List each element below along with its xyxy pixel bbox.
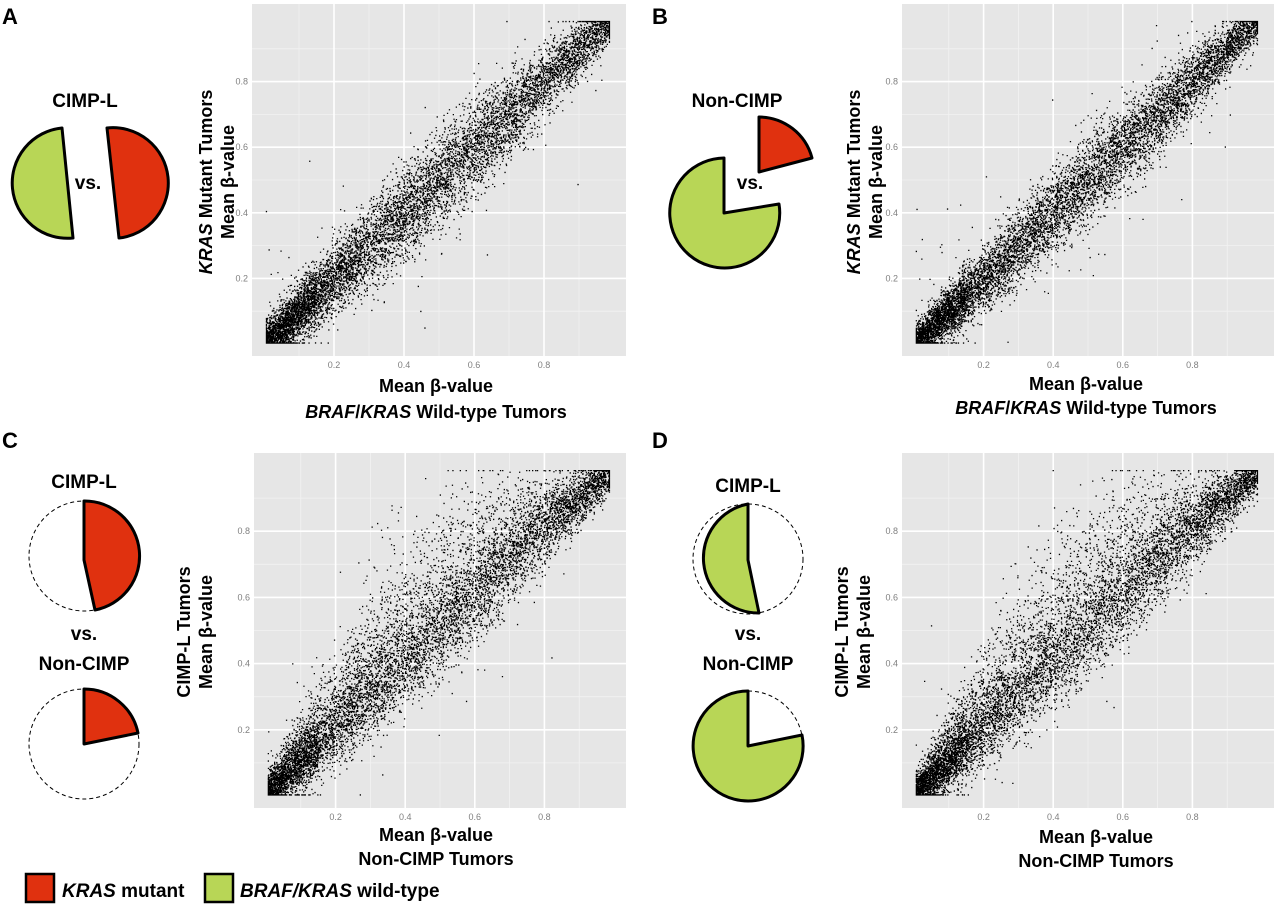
legend-swatch-kras-mutant — [24, 872, 56, 904]
y-axis-title: KRAS Mutant Tumors Mean β-value — [196, 90, 238, 275]
x-tick-label: 0.6 — [1117, 812, 1130, 822]
x-tick-label: 0.4 — [398, 360, 411, 370]
data-points — [267, 470, 611, 796]
y-tick-label: 0.2 — [885, 273, 898, 283]
y-tick-label: 0.6 — [235, 142, 248, 152]
x-axis-title: Mean β-value Non-CIMP Tumors — [358, 825, 513, 869]
y-tick-label: 0.4 — [237, 659, 250, 669]
x-tick-label: 0.6 — [468, 360, 481, 370]
svg-text:Mean β-value: Mean β-value — [218, 125, 238, 239]
scatter-plot-d: 0.2 0.4 0.6 0.8 0.2 0.4 0.6 0.8 — [885, 453, 1274, 822]
y-axis-title: CIMP-L Tumors Mean β-value — [174, 566, 216, 697]
vs-label: vs. — [71, 624, 97, 645]
pie-slice-kras-mutant — [82, 499, 142, 612]
vs-label: vs. — [737, 173, 763, 194]
pie-slice-kras-mutant — [82, 687, 140, 746]
svg-text:Mean β-value: Mean β-value — [1039, 827, 1153, 847]
y-tick-label: 0.8 — [235, 77, 248, 87]
y-axis-title: CIMP-L Tumors Mean β-value — [832, 566, 874, 697]
x-tick-label: 0.6 — [1117, 360, 1130, 370]
svg-text:CIMP-L Tumors: CIMP-L Tumors — [174, 566, 194, 697]
y-tick-label: 0.4 — [235, 208, 248, 218]
pie-title-non-cimp: Non-CIMP — [39, 654, 130, 675]
pie-outline-dashed — [28, 688, 140, 800]
svg-text:Mean β-value: Mean β-value — [379, 376, 493, 396]
svg-text:Non-CIMP Tumors: Non-CIMP Tumors — [358, 849, 513, 869]
vs-label: vs. — [75, 173, 101, 194]
svg-text:CIMP-L Tumors: CIMP-L Tumors — [832, 566, 852, 697]
x-axis-title: Mean β-value Non-CIMP Tumors — [1018, 827, 1173, 871]
svg-text:Mean β-value: Mean β-value — [854, 575, 874, 689]
y-axis-title: KRAS Mutant Tumors Mean β-value — [844, 90, 886, 275]
pie-title-cimp-l: CIMP-L — [52, 91, 118, 112]
svg-text:Mean β-value: Mean β-value — [196, 575, 216, 689]
legend-label-braf-kras-wildtype: BRAF/KRAS wild-type — [240, 881, 440, 902]
data-points — [265, 20, 611, 344]
y-tick-label: 0.4 — [885, 208, 898, 218]
svg-text:KRAS Mutant Tumors: KRAS Mutant Tumors — [844, 90, 864, 275]
y-tick-label: 0.2 — [235, 273, 248, 283]
scatter-plot-b: 0.2 0.4 0.6 0.8 0.2 0.4 0.6 0.8 — [885, 4, 1274, 370]
y-tick-label: 0.6 — [885, 592, 898, 602]
x-tick-label: 0.8 — [538, 812, 551, 822]
pie-title-cimp-l: CIMP-L — [715, 476, 781, 497]
x-tick-label: 0.2 — [977, 812, 990, 822]
pie-outline-dashed — [692, 503, 804, 615]
pie-slice-kras-mutant — [757, 115, 814, 174]
y-tick-label: 0.8 — [885, 526, 898, 536]
y-tick-label: 0.6 — [885, 142, 898, 152]
pie-title-cimp-l: CIMP-L — [51, 472, 117, 493]
x-tick-label: 0.2 — [329, 812, 342, 822]
y-tick-label: 0.2 — [885, 725, 898, 735]
svg-text:Mean β-value: Mean β-value — [379, 825, 493, 845]
panel-b: B Non-CIMP vs. KRAS Mutant Tumors Mean β… — [652, 4, 1274, 418]
panel-letter-b: B — [652, 4, 668, 29]
x-tick-label: 0.8 — [1186, 360, 1199, 370]
legend: KRAS mutant BRAF/KRAS wild-type — [24, 872, 440, 904]
svg-text:KRAS Mutant Tumors: KRAS Mutant Tumors — [196, 90, 216, 275]
panel-d: D CIMP-L vs. Non-CIMP CIMP-L Tumors Mean… — [652, 428, 1274, 871]
x-axis-title: Mean β-value BRAF/KRAS Wild-type Tumors — [955, 374, 1217, 418]
panel-a: A CIMP-L vs. KRAS Mutant Tumors Mean β-v… — [2, 4, 626, 422]
pie-title-non-cimp: Non-CIMP — [703, 654, 794, 675]
x-tick-label: 0.8 — [538, 360, 551, 370]
data-points — [915, 470, 1259, 796]
x-tick-label: 0.6 — [469, 812, 482, 822]
pie-title-non-cimp: Non-CIMP — [692, 91, 783, 112]
x-tick-label: 0.4 — [1047, 360, 1060, 370]
pie-slice-wildtype — [10, 126, 75, 240]
vs-label: vs. — [735, 624, 761, 645]
y-tick-label: 0.8 — [237, 526, 250, 536]
legend-label-kras-mutant: KRAS mutant — [62, 881, 185, 902]
pie-slice-wildtype — [701, 502, 761, 615]
svg-text:Mean β-value: Mean β-value — [866, 125, 886, 239]
panel-letter-a: A — [2, 4, 18, 29]
y-tick-label: 0.4 — [885, 659, 898, 669]
pie-slice-kras-mutant — [105, 126, 170, 240]
pie-slice-wildtype — [668, 156, 782, 270]
pie-slice-wildtype — [691, 689, 805, 803]
legend-swatch-braf-kras-wildtype — [203, 872, 235, 904]
scatter-plot-a: 0.2 0.4 0.6 0.8 0.2 0.4 0.6 0.8 — [235, 4, 626, 370]
y-tick-label: 0.8 — [885, 77, 898, 87]
svg-text:Mean β-value: Mean β-value — [1029, 374, 1143, 394]
panel-c: C CIMP-L vs. Non-CIMP CIMP-L Tumors Mean… — [2, 428, 626, 869]
x-tick-label: 0.2 — [977, 360, 990, 370]
scatter-plot-c: 0.2 0.4 0.6 0.8 0.2 0.4 0.6 0.8 — [237, 453, 626, 822]
panel-letter-c: C — [2, 428, 18, 453]
y-tick-label: 0.6 — [237, 592, 250, 602]
x-tick-label: 0.2 — [328, 360, 341, 370]
svg-text:BRAF/KRAS Wild-type Tumors: BRAF/KRAS Wild-type Tumors — [955, 398, 1217, 418]
panel-letter-d: D — [652, 428, 668, 453]
x-tick-label: 0.8 — [1186, 812, 1199, 822]
x-tick-label: 0.4 — [399, 812, 412, 822]
y-tick-label: 0.2 — [237, 725, 250, 735]
svg-text:BRAF/KRAS Wild-type Tumors: BRAF/KRAS Wild-type Tumors — [305, 402, 567, 422]
data-points — [915, 20, 1259, 344]
svg-text:Non-CIMP Tumors: Non-CIMP Tumors — [1018, 851, 1173, 871]
x-axis-title: Mean β-value BRAF/KRAS Wild-type Tumors — [305, 376, 567, 422]
x-tick-label: 0.4 — [1047, 812, 1060, 822]
